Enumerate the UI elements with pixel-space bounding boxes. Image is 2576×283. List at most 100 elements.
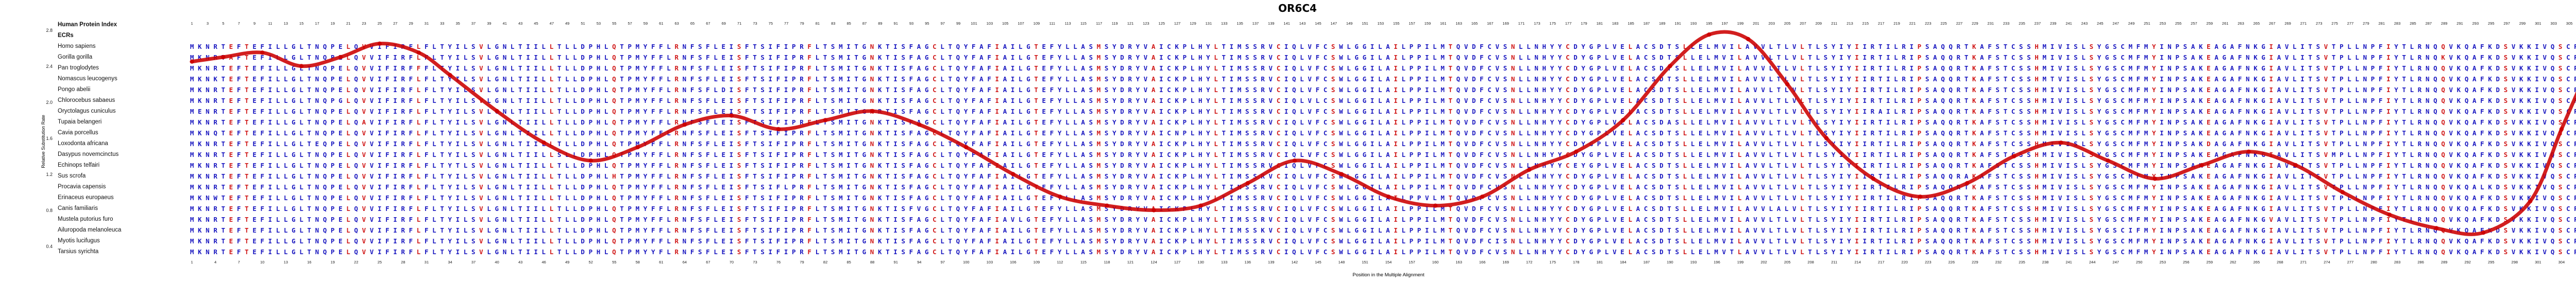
residue: Q [612, 75, 616, 83]
residue: I [393, 54, 397, 61]
residue: V [2284, 54, 2289, 61]
residue: Y [448, 162, 452, 169]
residue: A [1003, 54, 1007, 61]
residue: L [815, 151, 820, 158]
residue: I [784, 118, 788, 126]
residue: I [1730, 183, 1734, 191]
residue: Y [1557, 194, 1562, 202]
residue: L [1519, 140, 1523, 148]
residue: I [1394, 86, 1398, 94]
residue: Y [2097, 194, 2102, 202]
residue: L [283, 64, 288, 72]
residue: Q [2464, 172, 2469, 180]
residue: Q [612, 194, 616, 202]
residue: A [1081, 43, 1085, 50]
residue: R [2417, 194, 2422, 202]
residue: L [1378, 151, 1382, 158]
residue: S [2503, 97, 2508, 104]
residue: S [2019, 194, 2023, 202]
residue: V [1613, 54, 1617, 61]
residue: M [1096, 118, 1101, 126]
top-tick: 123 [1143, 21, 1149, 26]
residue: F [1480, 118, 1484, 126]
residue: I [2300, 75, 2304, 83]
residue: P [1417, 86, 1421, 94]
residue: R [800, 151, 804, 158]
residue: Y [963, 205, 968, 213]
residue: T [1808, 140, 1812, 148]
residue: S [2183, 162, 2188, 169]
residue: R [2572, 106, 2576, 117]
residue: S [1245, 162, 1249, 169]
residue: S [2019, 151, 2023, 158]
residue: I [1010, 108, 1015, 115]
residue: L [1683, 129, 1687, 137]
residue: A [1081, 183, 1085, 191]
residue: S [2027, 64, 2031, 72]
residue: L [1816, 118, 1820, 126]
residue: D [581, 118, 585, 126]
residue: T [440, 75, 444, 83]
residue: I [455, 129, 460, 137]
residue: L [1527, 118, 1531, 126]
residue: V [2284, 118, 2289, 126]
residue: Y [963, 97, 968, 104]
residue: T [854, 97, 858, 104]
residue: D [1120, 205, 1124, 213]
top-tick: 243 [2081, 21, 2088, 26]
top-tick: 221 [1909, 21, 1916, 26]
residue: I [1909, 75, 1914, 83]
residue: L [463, 172, 468, 180]
residue: Y [963, 151, 968, 158]
residue: S [2316, 151, 2320, 158]
residue: T [2402, 54, 2406, 61]
residue: T [2331, 118, 2336, 126]
residue: I [2386, 43, 2391, 50]
residue: S [1823, 151, 1828, 158]
residue: Q [2550, 86, 2555, 94]
residue: Q [323, 64, 327, 72]
residue: T [886, 118, 890, 126]
residue: T [1808, 162, 1812, 169]
residue: E [1620, 183, 1624, 191]
residue: Y [1112, 129, 1116, 137]
residue: F [1480, 86, 1484, 94]
residue: F [424, 97, 429, 104]
residue: Q [2550, 75, 2555, 83]
residue: I [1370, 97, 1375, 104]
residue: V [2511, 86, 2516, 94]
residue: R [1261, 140, 1265, 148]
residue: L [1800, 129, 1804, 137]
residue: R [1956, 129, 1961, 137]
residue: K [2198, 108, 2203, 115]
top-tick: 277 [2347, 21, 2354, 26]
residue: L [2081, 140, 2086, 148]
residue: I [2050, 183, 2055, 191]
residue: L [1190, 129, 1195, 137]
residue: V [2543, 54, 2547, 61]
residue: L [1690, 183, 1695, 191]
residue: S [1331, 64, 1335, 72]
residue: S [1823, 75, 1828, 83]
residue: D [581, 97, 585, 104]
residue: S [760, 140, 765, 148]
residue: L [2355, 162, 2359, 169]
residue: I [2386, 108, 2391, 115]
top-tick: 211 [1831, 21, 1838, 26]
residue: T [440, 205, 444, 213]
residue: R [2417, 183, 2422, 191]
top-tick: 165 [1471, 21, 1478, 26]
residue: A [979, 151, 984, 158]
residue: P [628, 129, 632, 137]
top-tick: 155 [1393, 21, 1400, 26]
residue: M [2128, 75, 2132, 83]
residue: V [1268, 64, 1273, 72]
residue: A [2472, 64, 2477, 72]
residue: I [2269, 172, 2274, 180]
top-tick: 177 [1565, 21, 1572, 26]
residue: S [1104, 140, 1109, 148]
residue: E [1042, 183, 1046, 191]
residue: V [1464, 162, 1468, 169]
residue: N [2425, 75, 2430, 83]
residue: F [2378, 183, 2383, 191]
